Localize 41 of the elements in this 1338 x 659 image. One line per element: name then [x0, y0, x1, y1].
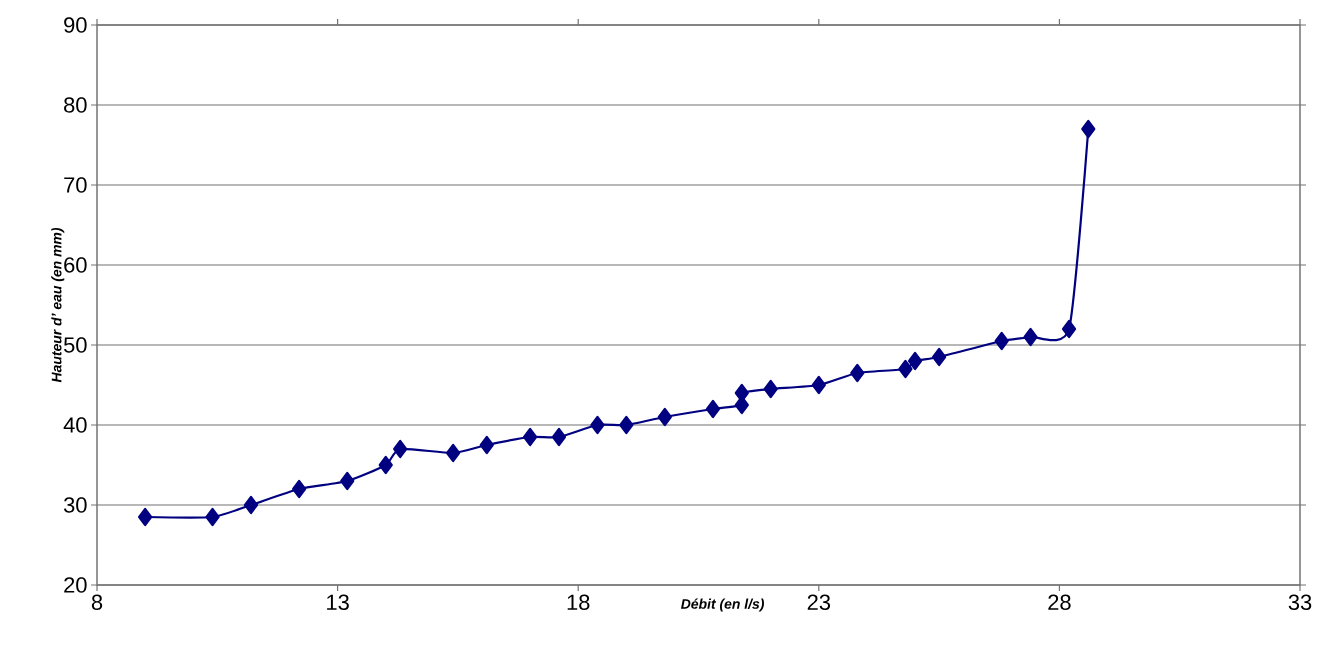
point — [523, 427, 538, 447]
point — [446, 443, 461, 463]
point — [1023, 327, 1038, 347]
point — [590, 415, 605, 435]
point — [243, 495, 259, 515]
x-tick-label: 8 — [91, 594, 103, 611]
y-tick-label: 90 — [64, 17, 87, 33]
point — [479, 435, 494, 455]
point — [292, 479, 307, 499]
y-tick-label: 20 — [64, 577, 87, 593]
point — [907, 351, 923, 371]
point — [811, 375, 826, 395]
point — [898, 359, 913, 379]
y-tick-label: 60 — [64, 257, 87, 273]
x-axis-title: Débit (en l/s) — [680, 598, 765, 612]
point — [932, 347, 947, 367]
y-tick-label: 50 — [63, 337, 87, 353]
point — [551, 427, 567, 447]
point — [763, 379, 778, 399]
point — [138, 507, 153, 527]
point — [1081, 119, 1096, 139]
point — [994, 331, 1009, 351]
point — [205, 507, 220, 527]
y-tick-label: 80 — [64, 97, 87, 113]
y-axis-title: Hauteur d’ eau (en mm) — [51, 227, 65, 383]
x-tick-label: 28 — [1048, 594, 1071, 611]
y-tick-label: 30 — [63, 497, 87, 513]
point — [619, 415, 634, 435]
y-tick-label: 70 — [64, 177, 87, 193]
x-tick-label: 23 — [807, 594, 831, 611]
x-tick-label: 33 — [1288, 594, 1312, 611]
y-tick-label: 40 — [63, 417, 87, 433]
point — [378, 455, 393, 475]
point — [705, 399, 721, 419]
x-tick-label: 18 — [567, 594, 590, 611]
point — [850, 363, 865, 383]
point — [393, 439, 408, 459]
point — [340, 471, 355, 491]
x-tick-label: 13 — [327, 594, 349, 611]
point — [1061, 319, 1077, 339]
point — [657, 407, 672, 427]
